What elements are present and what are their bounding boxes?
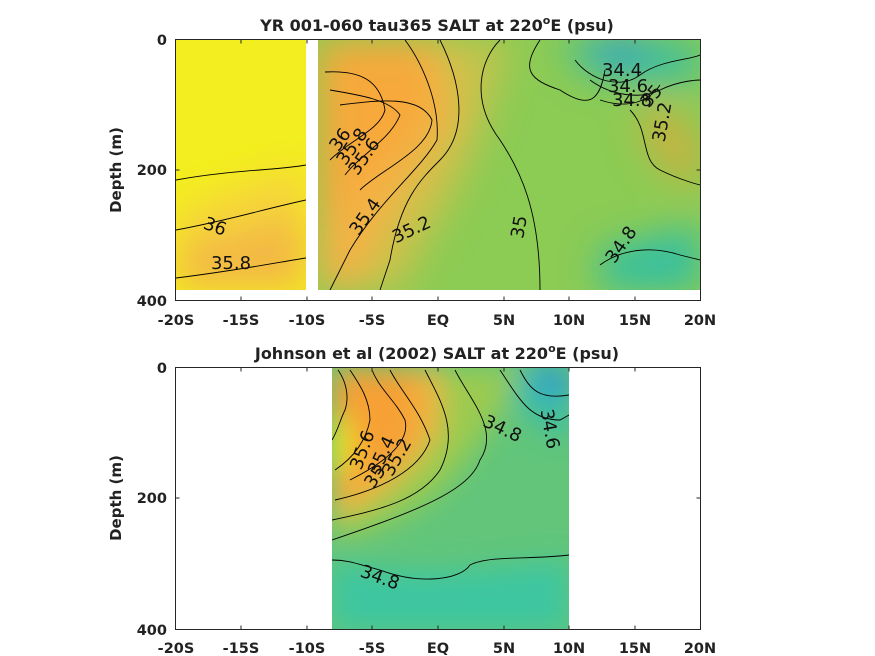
x-tick-label: 5N <box>493 313 515 329</box>
x-tick-label: -10S <box>289 641 326 656</box>
x-tick-label: -5S <box>359 641 386 656</box>
panel-bottom: Johnson et al (2002) SALT at 220oE (psu) <box>107 342 716 656</box>
contour-label: 35 <box>507 214 532 240</box>
x-tick-label: -15S <box>223 641 260 656</box>
x-tick-label: -5S <box>359 313 386 329</box>
y-axis-label-top: Depth (m) <box>107 127 125 213</box>
x-ticks-top <box>175 39 701 301</box>
axes-bottom: -20S -15S -10S -5S EQ 5N 10N 15N 20N 0 2… <box>107 361 716 656</box>
contours-bottom <box>332 369 569 580</box>
x-tick-label: 10N <box>553 641 585 656</box>
salinity-field-observed <box>332 368 569 630</box>
panel-top-title: YR 001-060 tau365 SALT at 220oE (psu) <box>259 14 614 35</box>
contour-label: 34.6 <box>608 76 648 97</box>
x-tick-label: -15S <box>223 313 260 329</box>
panel-top: YR 001-060 tau365 SALT at 220oE (psu) <box>107 14 716 329</box>
axes-top: -20S -15S -10S -5S EQ 5N 10N 15N 20N 0 2… <box>107 33 716 329</box>
x-tick-label: -20S <box>158 641 195 656</box>
x-tick-label: -10S <box>289 313 326 329</box>
y-axis-label-bottom: Depth (m) <box>107 455 125 541</box>
salinity-field-left-block <box>176 40 306 290</box>
x-tick-labels-top: -20S -15S -10S -5S EQ 5N 10N 15N 20N <box>158 313 716 329</box>
x-tick-labels-bottom: -20S -15S -10S -5S EQ 5N 10N 15N 20N <box>158 641 716 656</box>
x-tick-label: -20S <box>158 313 195 329</box>
contour-label: 34.4 <box>602 60 642 81</box>
x-tick-label: 10N <box>553 313 585 329</box>
panel-bottom-title: Johnson et al (2002) SALT at 220oE (psu) <box>254 342 619 363</box>
x-tick-label: 20N <box>684 641 716 656</box>
contour-label: 35.8 <box>211 253 251 274</box>
contour-label: 34.8 <box>612 90 652 111</box>
y-ticks-top <box>175 39 701 301</box>
y-tick-label: 400 <box>137 623 167 639</box>
y-tick-label: 400 <box>137 294 167 310</box>
y-ticks-bottom <box>175 367 701 630</box>
x-tick-label: 15N <box>619 313 651 329</box>
contours-top <box>176 40 700 290</box>
y-tick-label: 200 <box>137 163 167 179</box>
x-tick-label: EQ <box>427 313 449 329</box>
y-tick-labels-bottom: 0 200 400 <box>137 361 167 639</box>
y-tick-label: 0 <box>157 33 167 49</box>
y-tick-labels-top: 0 200 400 <box>137 33 167 310</box>
x-ticks-bottom <box>175 367 701 630</box>
x-tick-label: 5N <box>493 641 515 656</box>
x-tick-label: 20N <box>684 313 716 329</box>
y-tick-label: 0 <box>157 361 167 377</box>
y-tick-label: 200 <box>137 491 167 507</box>
x-tick-label: 15N <box>619 641 651 656</box>
x-tick-label: EQ <box>427 641 449 656</box>
salinity-field-right-block <box>318 40 700 290</box>
